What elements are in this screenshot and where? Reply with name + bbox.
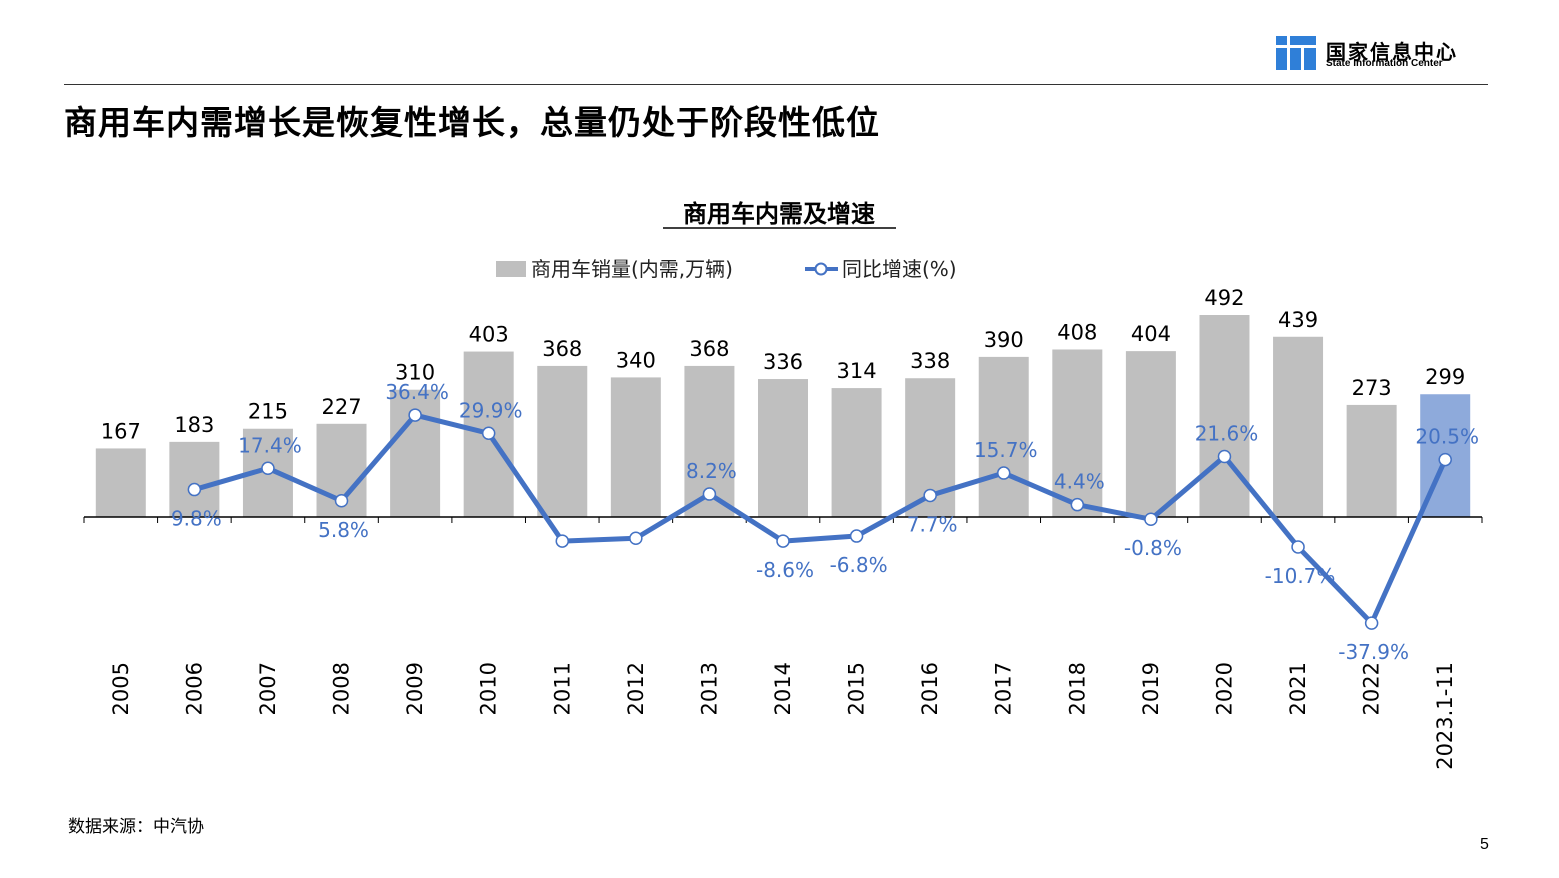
- growth-rate-label-2023.1-11: 20.5%: [1415, 425, 1479, 449]
- bar-label-2010: 403: [469, 323, 509, 347]
- growth-rate-label-2014: -8.6%: [756, 558, 814, 582]
- category-label-2005: 2005: [109, 662, 133, 715]
- category-label-2009: 2009: [403, 662, 427, 715]
- growth-rate-label-2021: -10.7%: [1265, 564, 1336, 588]
- growth-rate-marker-2018: [1070, 497, 1085, 512]
- growth-rate-marker-2020: [1217, 449, 1232, 464]
- category-label-2016: 2016: [918, 662, 942, 715]
- growth-rate-label-2010: 29.9%: [459, 398, 523, 422]
- bar-label-2011: 368: [542, 337, 582, 361]
- bar-label-2005: 167: [101, 419, 141, 443]
- growth-rate-label-2019: -0.8%: [1124, 536, 1182, 560]
- bar-label-2008: 227: [321, 395, 361, 419]
- growth-rate-label-2020: 21.6%: [1195, 422, 1259, 446]
- bar-label-2017: 390: [984, 328, 1024, 352]
- bar-label-2013: 368: [689, 337, 729, 361]
- growth-rate-label-2016: 7.7%: [907, 512, 958, 536]
- category-label-2023.1-11: 2023.1-11: [1433, 662, 1457, 770]
- growth-rate-line: [193, 412, 1448, 626]
- category-label-2006: 2006: [182, 662, 206, 715]
- bar-label-2012: 340: [616, 348, 656, 372]
- bar-2018: [1052, 349, 1103, 517]
- category-label-2008: 2008: [330, 662, 354, 715]
- growth-rate-label-2013: 8.2%: [686, 459, 737, 483]
- page-number: 5: [1480, 836, 1489, 853]
- category-label-2011: 2011: [550, 662, 574, 715]
- growth-rate-marker-2014: [776, 534, 790, 548]
- growth-rate-marker-2009: [408, 408, 422, 422]
- bar-2015: [831, 388, 882, 517]
- growth-rate-label-2008: 5.8%: [318, 518, 369, 542]
- bar-2021: [1273, 336, 1324, 517]
- growth-rate-label-2006: 9.8%: [171, 507, 222, 531]
- bar-2022: [1346, 404, 1397, 517]
- chart-title: 商用车内需及增速: [683, 200, 875, 228]
- category-label-2020: 2020: [1212, 662, 1236, 715]
- bar-label-2014: 336: [763, 350, 803, 374]
- growth-rate-label-2017: 15.7%: [974, 438, 1038, 462]
- growth-rate-label-2022: -37.9%: [1338, 640, 1409, 664]
- growth-rate-marker-2007: [261, 461, 275, 476]
- legend-swatch-bar: [496, 261, 526, 277]
- growth-rate-marker-2011: [555, 534, 570, 548]
- slide-headline: 商用车内需增长是恢复性增长，总量仍处于阶段性低位: [64, 103, 880, 142]
- category-label-2022: 2022: [1360, 662, 1384, 715]
- growth-rate-label-2007: 17.4%: [238, 433, 302, 457]
- bar-label-2016: 338: [910, 349, 950, 373]
- growth-rate-marker-2013: [702, 487, 717, 501]
- category-label-2021: 2021: [1286, 662, 1310, 715]
- bar-2005: [95, 448, 146, 517]
- category-label-2010: 2010: [477, 662, 501, 715]
- category-label-2012: 2012: [624, 662, 648, 715]
- growth-rate-marker-2017: [996, 466, 1011, 480]
- category-label-2015: 2015: [845, 662, 869, 715]
- growth-rate-marker-2012: [629, 531, 643, 546]
- bar-2014: [758, 379, 808, 517]
- org-logo-icon: [1276, 36, 1316, 70]
- growth-rate-marker-2008: [334, 494, 349, 508]
- bar-label-2023.1-11: 299: [1425, 365, 1465, 389]
- category-label-2017: 2017: [992, 662, 1016, 715]
- bar-label-2009: 310: [395, 361, 435, 385]
- bar-label-2019: 404: [1131, 322, 1171, 346]
- org-logo: 国家信息中心 State Information Center: [1276, 36, 1491, 72]
- bar-label-2018: 408: [1057, 320, 1097, 344]
- category-label-2018: 2018: [1065, 662, 1089, 715]
- header-divider: [64, 84, 1488, 85]
- growth-rate-marker-2010: [481, 426, 496, 441]
- growth-rate-label-2018: 4.4%: [1054, 470, 1105, 494]
- bar-2006: [169, 441, 220, 517]
- growth-rate-label-2015: -6.8%: [830, 553, 888, 577]
- legend-label-bar: 商用车销量(内需,万辆): [531, 257, 733, 281]
- growth-rate-marker-2021: [1291, 540, 1305, 554]
- bar-2017: [978, 356, 1029, 517]
- org-name-en: State Information Center: [1326, 58, 1443, 69]
- legend-label-line: 同比增速(%): [842, 257, 957, 281]
- growth-rate-label-2009: 36.4%: [385, 380, 449, 404]
- bar-label-2006: 183: [174, 413, 214, 437]
- bar-label-2015: 314: [837, 359, 877, 383]
- growth-rate-marker-2023.1-11: [1438, 452, 1452, 467]
- growth-rate-marker-2006: [187, 482, 202, 497]
- category-label-2007: 2007: [256, 662, 280, 715]
- bar-label-2022: 273: [1352, 376, 1392, 400]
- growth-rate-marker-2019: [1144, 512, 1158, 526]
- bar-label-2007: 215: [248, 400, 288, 424]
- category-label-2019: 2019: [1139, 662, 1163, 715]
- bar-2012: [610, 377, 661, 517]
- bar-label-2020: 492: [1204, 286, 1244, 310]
- growth-rate-marker-2022: [1364, 616, 1379, 630]
- bar-2011: [537, 365, 588, 517]
- bar-2020: [1199, 315, 1250, 517]
- data-source-note: 数据来源：中汽协: [68, 817, 204, 837]
- category-label-2014: 2014: [771, 662, 795, 715]
- growth-rate-marker-2016: [923, 488, 937, 503]
- legend-swatch-marker: [814, 262, 828, 276]
- category-label-2013: 2013: [697, 662, 721, 715]
- growth-rate-marker-2015: [849, 529, 864, 543]
- bar-label-2021: 439: [1278, 308, 1318, 332]
- org-name-cn: 国家信息中心: [1326, 40, 1458, 64]
- bar-2019: [1125, 351, 1176, 517]
